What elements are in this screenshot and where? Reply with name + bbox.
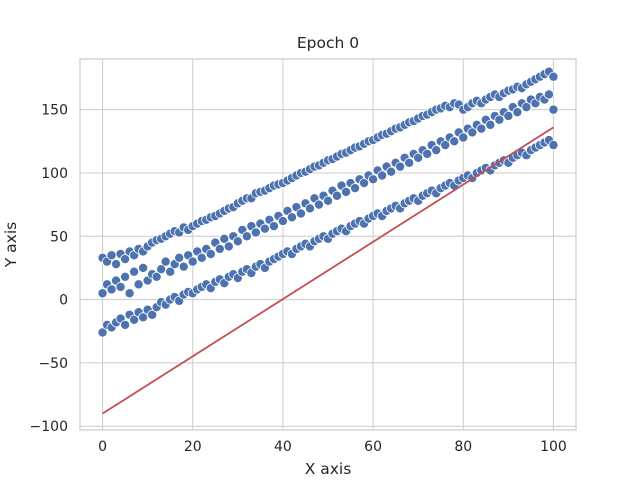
scatter-point [250, 227, 261, 238]
scatter-point [322, 195, 333, 206]
scatter-point [476, 123, 487, 134]
scatter-point [332, 190, 343, 201]
y-tick-label: −50 [38, 356, 68, 372]
scatter-point [165, 266, 176, 277]
scatter-point [368, 174, 379, 185]
scatter-point [494, 114, 505, 125]
scatter-point [313, 199, 324, 210]
chart-title: Epoch 0 [297, 34, 359, 52]
scatter-point [395, 161, 406, 172]
scatter-point [205, 248, 216, 259]
scatter-point [521, 102, 532, 113]
scatter-point [386, 166, 397, 177]
x-tick-label: 20 [184, 439, 202, 455]
plot-area [80, 59, 576, 430]
scatter-point [503, 110, 514, 121]
scatter-point [304, 203, 315, 214]
scatter-point [431, 145, 442, 156]
x-tick-label: 80 [454, 439, 472, 455]
x-axis-label: X axis [305, 460, 352, 478]
x-tick-label: 40 [274, 439, 292, 455]
scatter-point [548, 71, 559, 82]
x-tick-label: 100 [540, 439, 567, 455]
scatter-point [377, 170, 388, 181]
scatter-point [147, 309, 158, 320]
y-tick-label: −100 [30, 419, 68, 435]
y-tick-label: 150 [41, 103, 68, 119]
scatter-point [422, 148, 433, 159]
y-tick-label: 100 [41, 166, 68, 182]
x-tick-labels: 0 20 40 60 80 100 [98, 439, 567, 455]
scatter-point [120, 254, 131, 265]
y-tick-labels: −100 −50 0 50 100 150 [30, 103, 68, 436]
scatter-series [97, 66, 559, 338]
scatter-point [138, 262, 149, 273]
scatter-point [512, 107, 523, 118]
scatter-point [160, 256, 171, 267]
scatter-point [111, 259, 122, 270]
scatter-point [350, 183, 361, 194]
scatter-point [449, 136, 460, 147]
scatter-point [440, 140, 451, 151]
scatter-point [106, 250, 117, 261]
scatter-point [174, 252, 185, 263]
scatter-point [413, 152, 424, 163]
scatter-point [129, 314, 140, 325]
scatter-point [156, 264, 167, 275]
x-tick-label: 60 [364, 439, 382, 455]
regression-line-series [102, 126, 554, 415]
scatter-point [467, 127, 478, 138]
scatter-point [485, 119, 496, 130]
scatter-point [295, 208, 306, 219]
scatter-point [286, 212, 297, 223]
scatter-point [548, 140, 559, 151]
scatter-point [133, 279, 144, 290]
scatter-point [151, 271, 162, 282]
x-tick-label: 0 [98, 439, 107, 455]
scatter-point [129, 266, 140, 277]
scatter-point [214, 243, 225, 254]
scatter-point [359, 178, 370, 189]
scatter-point [219, 233, 230, 244]
y-tick-label: 0 [59, 293, 68, 309]
y-tick-label: 50 [50, 229, 68, 245]
scatter-point [241, 231, 252, 242]
plot-frame [79, 58, 577, 431]
scatter-point [115, 281, 126, 292]
scatter-point [543, 89, 554, 100]
scatter-point [404, 157, 415, 168]
scatter-point [120, 271, 131, 282]
scatter-point [223, 241, 234, 252]
scatter-point [138, 312, 149, 323]
scatter-point [341, 186, 352, 197]
y-axis-label: Y axis [2, 222, 20, 268]
scatter-point [196, 252, 207, 263]
scatter-point [187, 256, 198, 267]
scatter-point [124, 288, 135, 299]
regression-line [102, 126, 554, 415]
scatter-point [120, 319, 131, 330]
scatter-point [259, 223, 270, 234]
scatter-point [232, 236, 243, 247]
scatter-point [106, 284, 117, 295]
scatter-point [548, 104, 559, 115]
scatter-point [277, 216, 288, 227]
scatter-point [97, 288, 108, 299]
scatter-point [178, 261, 189, 272]
scatter-point [458, 132, 469, 143]
scatter-point [268, 221, 279, 232]
scatter-point [97, 327, 108, 338]
